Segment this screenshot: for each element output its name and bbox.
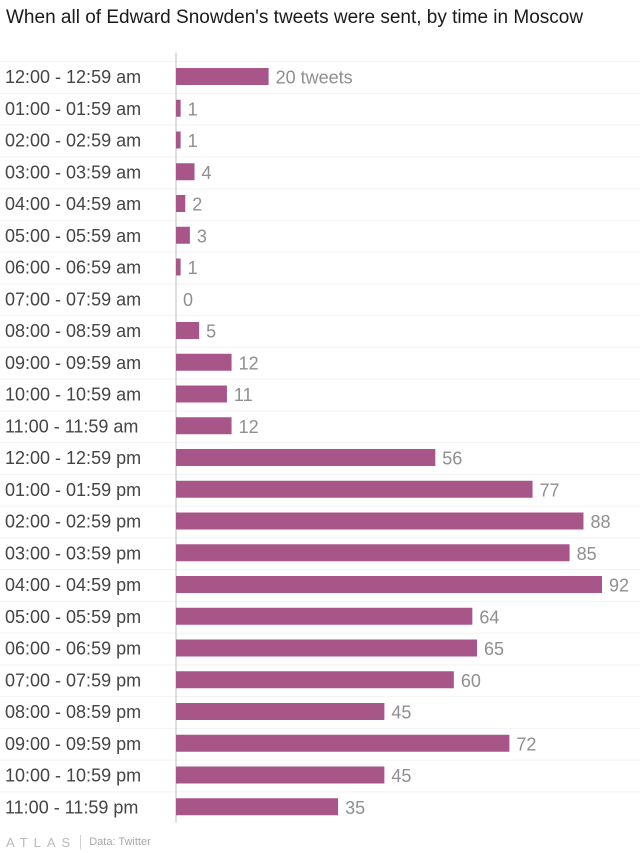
bar xyxy=(176,132,181,149)
value-label: 1 xyxy=(188,99,198,119)
category-label: 02:00 - 02:59 pm xyxy=(5,512,141,532)
bar xyxy=(176,671,454,688)
bar xyxy=(176,195,185,212)
footer-divider xyxy=(80,835,81,849)
bar xyxy=(176,386,227,403)
category-label: 04:00 - 04:59 am xyxy=(5,194,141,214)
value-label: 45 xyxy=(391,703,411,723)
footer: ATLAS Data: Twitter xyxy=(6,833,151,851)
value-label: 60 xyxy=(461,671,481,691)
bar xyxy=(176,576,602,593)
value-label: 11 xyxy=(234,385,253,405)
bar xyxy=(176,354,232,371)
category-label: 12:00 - 12:59 pm xyxy=(5,448,141,468)
value-label: 12 xyxy=(239,417,259,437)
category-label: 05:00 - 05:59 pm xyxy=(5,607,141,627)
value-label: 5 xyxy=(206,322,216,342)
category-label: 07:00 - 07:59 pm xyxy=(5,670,141,690)
category-label: 03:00 - 03:59 am xyxy=(5,162,141,182)
bar xyxy=(176,481,533,498)
value-label: 1 xyxy=(188,131,198,151)
category-label: 04:00 - 04:59 pm xyxy=(5,575,141,595)
value-label: 4 xyxy=(202,163,212,183)
bar xyxy=(176,513,583,530)
category-label: 11:00 - 11:59 pm xyxy=(5,797,138,817)
value-label: 64 xyxy=(479,607,499,627)
bar xyxy=(176,100,181,117)
value-label: 45 xyxy=(391,766,411,786)
bar xyxy=(176,449,435,466)
bar xyxy=(176,798,338,815)
category-label: 08:00 - 08:59 am xyxy=(5,321,141,341)
bar xyxy=(176,703,384,720)
value-label: 65 xyxy=(484,639,504,659)
category-label: 09:00 - 09:59 am xyxy=(5,353,141,373)
value-label: 56 xyxy=(442,449,462,469)
category-label: 09:00 - 09:59 pm xyxy=(5,734,141,754)
value-label: 20 tweets xyxy=(276,68,353,88)
bar xyxy=(176,767,384,784)
atlas-logo: ATLAS xyxy=(6,835,76,850)
bar xyxy=(176,227,190,244)
bar xyxy=(176,259,181,276)
bar xyxy=(176,417,232,434)
value-label: 77 xyxy=(540,480,560,500)
bar xyxy=(176,163,195,180)
value-label: 92 xyxy=(609,576,629,596)
value-label: 12 xyxy=(239,353,259,373)
category-label: 07:00 - 07:59 am xyxy=(5,289,141,309)
category-label: 03:00 - 03:59 pm xyxy=(5,543,141,563)
value-label: 2 xyxy=(192,195,202,215)
value-label: 3 xyxy=(197,226,207,246)
category-label: 06:00 - 06:59 pm xyxy=(5,639,141,659)
category-label: 01:00 - 01:59 am xyxy=(5,99,141,119)
bar xyxy=(176,68,269,85)
category-label: 11:00 - 11:59 am xyxy=(5,416,138,436)
value-label: 35 xyxy=(345,798,365,818)
bar xyxy=(176,544,570,561)
bar xyxy=(176,322,199,339)
category-label: 08:00 - 08:59 pm xyxy=(5,702,141,722)
category-label: 05:00 - 05:59 am xyxy=(5,226,141,246)
category-label: 06:00 - 06:59 am xyxy=(5,258,141,278)
value-label: 88 xyxy=(590,512,610,532)
data-source: Data: Twitter xyxy=(89,836,151,848)
value-label: 0 xyxy=(183,290,193,310)
category-label: 12:00 - 12:59 am xyxy=(5,67,141,87)
bar xyxy=(176,608,472,625)
value-label: 85 xyxy=(577,544,597,564)
category-label: 02:00 - 02:59 am xyxy=(5,131,141,151)
bar xyxy=(176,640,477,657)
bar xyxy=(176,735,509,752)
category-label: 10:00 - 10:59 am xyxy=(5,385,141,405)
category-label: 01:00 - 01:59 pm xyxy=(5,480,141,500)
value-label: 72 xyxy=(516,734,536,754)
category-label: 10:00 - 10:59 pm xyxy=(5,766,141,786)
value-label: 1 xyxy=(188,258,198,278)
